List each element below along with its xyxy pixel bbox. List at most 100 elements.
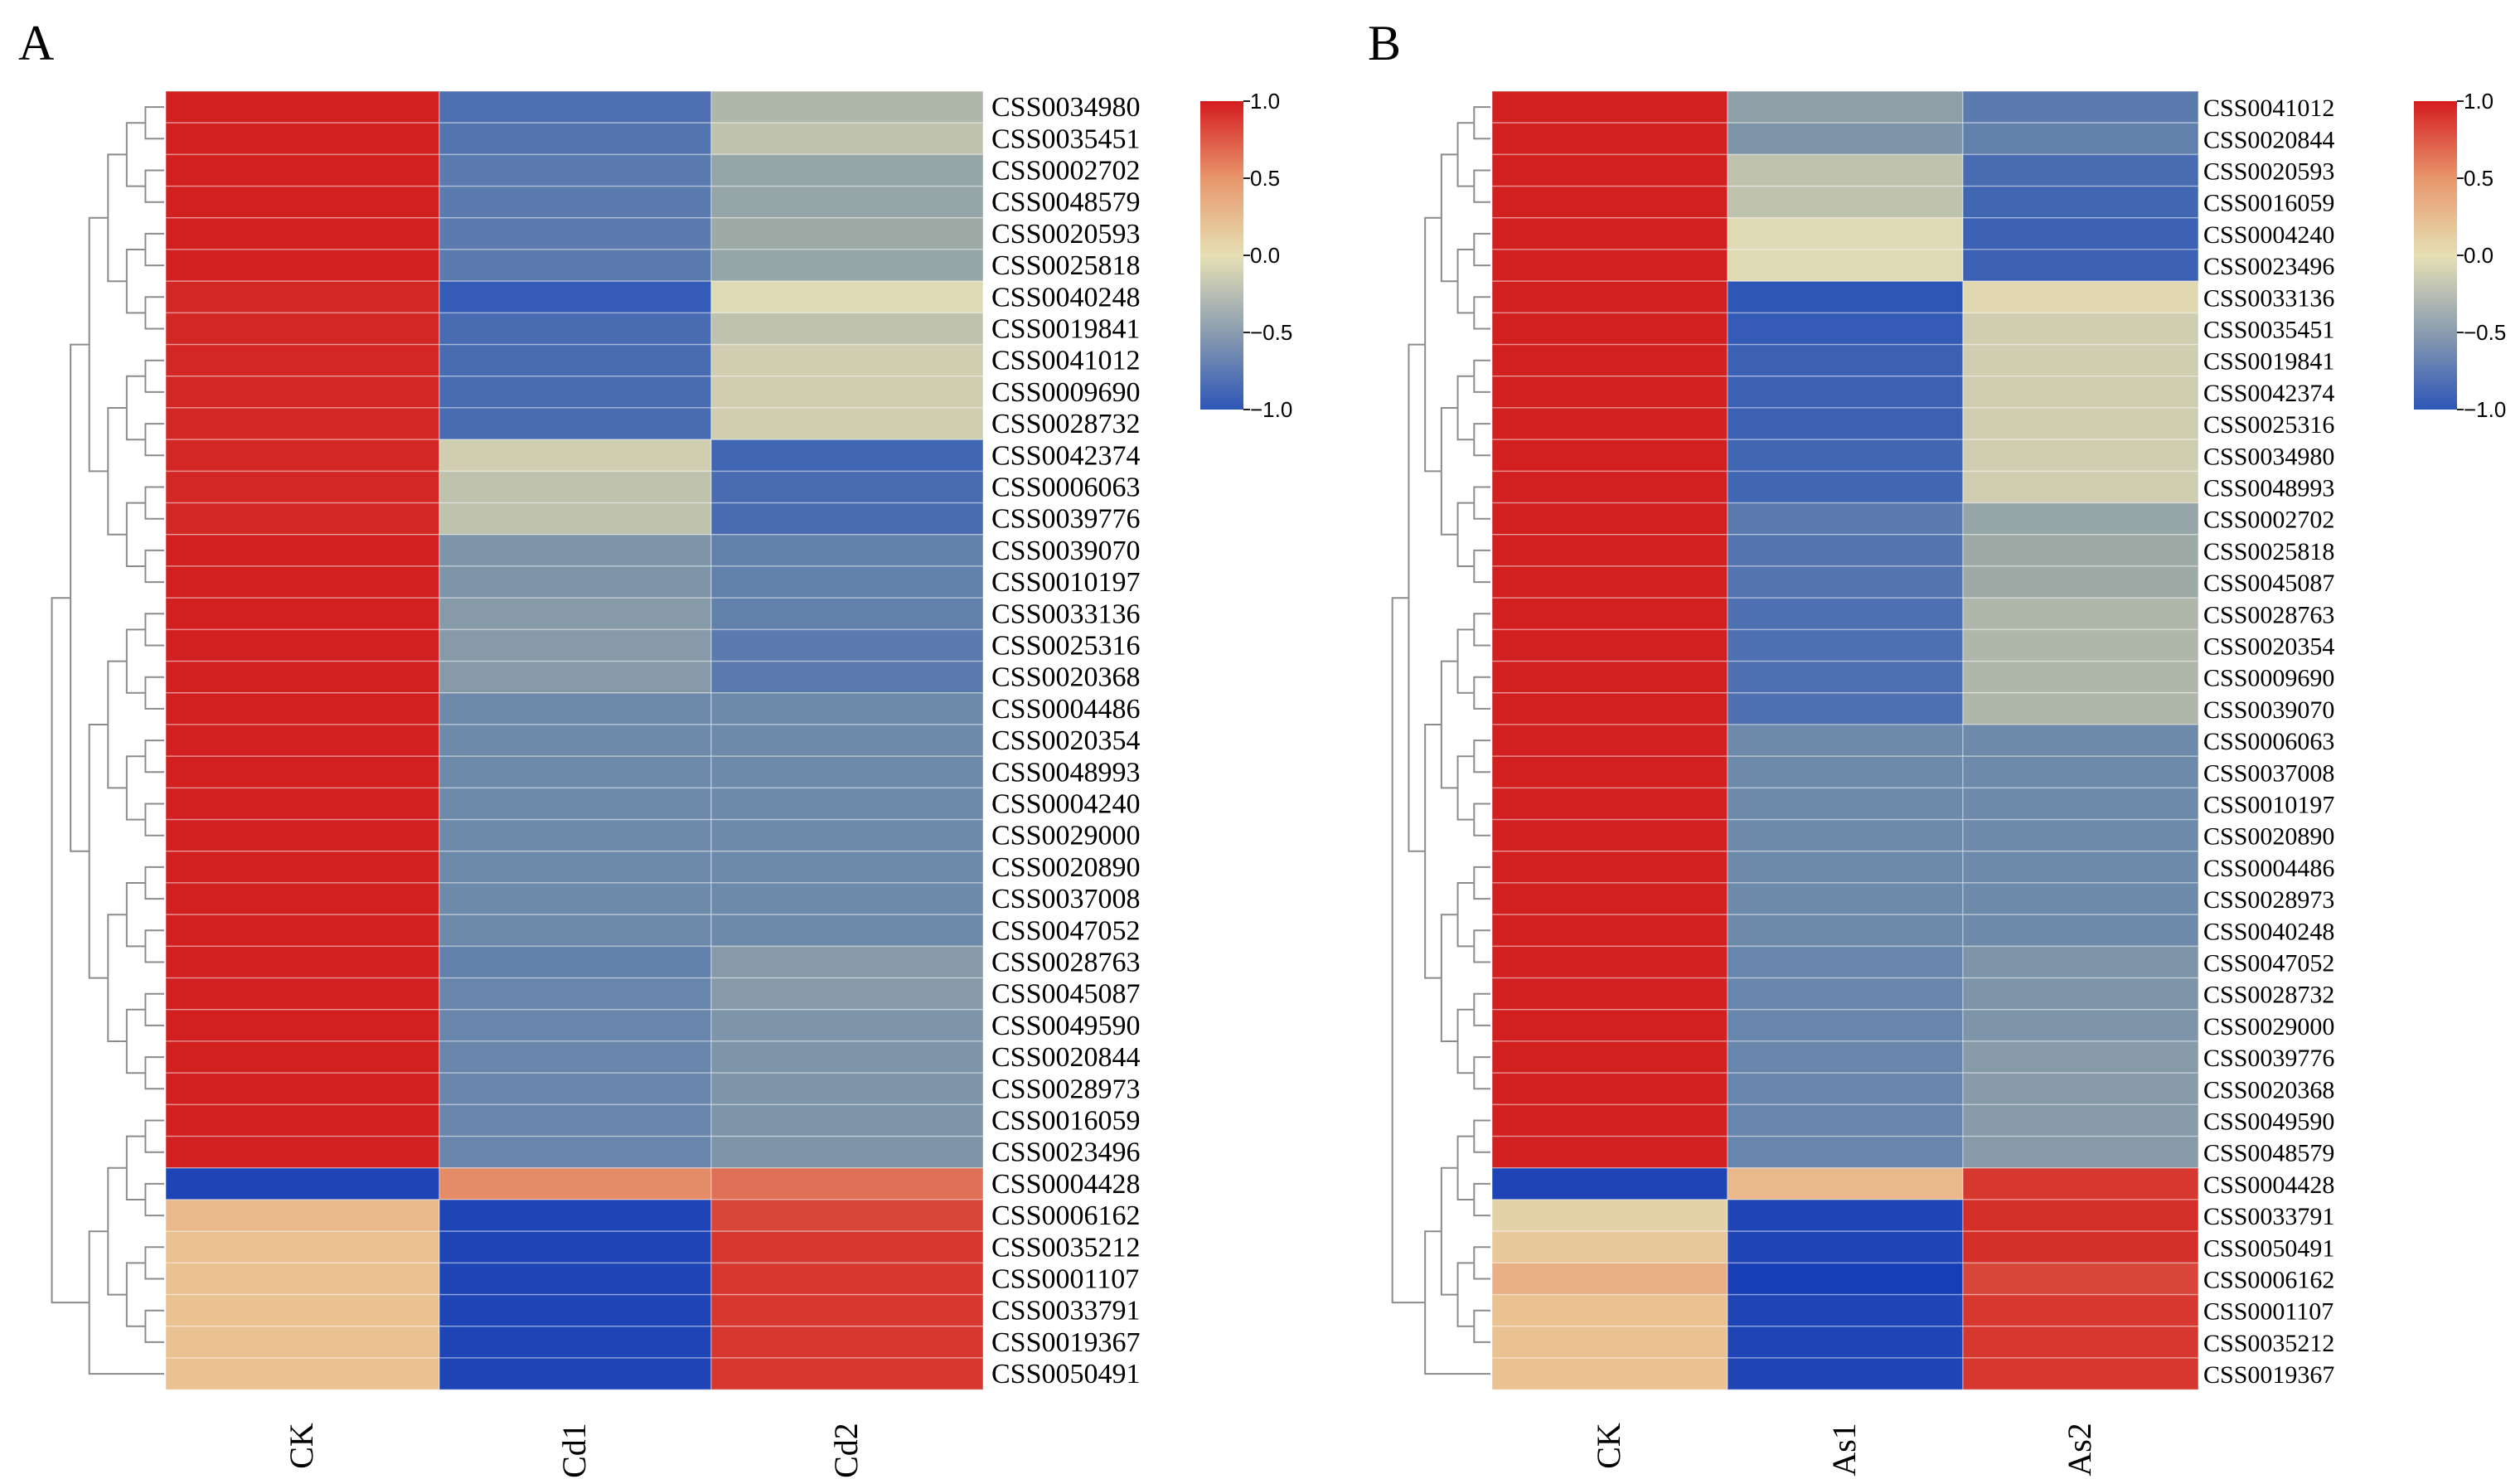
- row-label: CSS0047052: [991, 915, 1141, 946]
- heatmap-cell: [1962, 534, 2199, 567]
- row-label: CSS0034980: [2203, 443, 2334, 470]
- dendrogram-branch: [1473, 1309, 1490, 1343]
- heatmap-cell: [1962, 1072, 2199, 1106]
- heatmap-cell: [1962, 280, 2199, 314]
- heatmap-cell: [439, 692, 712, 725]
- heatmap-cell: [1491, 724, 1728, 757]
- heatmap-cell: [1962, 851, 2199, 884]
- row-label: CSS0020593: [2203, 158, 2334, 186]
- heatmap-cell: [1491, 787, 1728, 821]
- dendrogram-branch: [1391, 597, 1426, 1304]
- row-label: CSS0004240: [2203, 221, 2334, 249]
- dendrogram-branch: [144, 1246, 164, 1280]
- row-label: CSS0006162: [991, 1200, 1141, 1231]
- dendrogram-branch: [51, 597, 90, 1304]
- heatmap-cell: [710, 1230, 984, 1264]
- heatmap-cell: [439, 818, 712, 852]
- dendrogram-branch: [1473, 929, 1490, 963]
- dendrogram-branch: [1473, 169, 1490, 203]
- colorbar-tick-label: −0.5: [1250, 320, 1292, 345]
- heatmap-cell: [165, 1357, 440, 1390]
- heatmap-cell: [165, 597, 440, 631]
- heatmap-cell: [165, 249, 440, 282]
- heatmap-cell: [1491, 1262, 1728, 1296]
- row-label: CSS0009690: [991, 377, 1141, 408]
- dendrogram-branch: [107, 660, 127, 789]
- dendrogram-branch: [1440, 153, 1458, 283]
- heatmap-cell: [710, 312, 984, 346]
- heatmap-cell: [1962, 1262, 2199, 1296]
- heatmap-cell: [1491, 470, 1728, 504]
- heatmap-cell: [1491, 534, 1728, 567]
- dendrogram-branch: [1473, 486, 1490, 520]
- dendrogram-branch: [1473, 676, 1490, 710]
- heatmap-cell: [165, 1009, 440, 1042]
- row-label: CSS0029000: [2203, 1013, 2334, 1040]
- heatmap-cell: [1491, 1040, 1728, 1074]
- heatmap-cell: [1491, 122, 1728, 156]
- dendrogram-branch: [1473, 866, 1490, 900]
- dendrogram-branch: [144, 740, 164, 774]
- row-label: CSS0019841: [2203, 348, 2334, 376]
- heatmap-cell: [1727, 1293, 1964, 1327]
- heatmap-cell: [710, 217, 984, 250]
- colorbar-tick-label: 0.0: [2464, 243, 2493, 268]
- heatmap-cell: [1727, 1009, 1964, 1042]
- row-label: CSS0016059: [991, 1106, 1141, 1137]
- colorbar-tick-label: −1.0: [2464, 397, 2506, 422]
- row-label: CSS0010197: [2203, 792, 2334, 819]
- heatmap-cell: [1491, 1357, 1728, 1390]
- heatmap-cell: [1491, 153, 1728, 187]
- heatmap-cell: [710, 1072, 984, 1106]
- row-label: CSS0001107: [2203, 1298, 2333, 1326]
- row-label: CSS0020890: [2203, 823, 2334, 851]
- heatmap-cell: [710, 122, 984, 156]
- heatmap-cell: [1962, 470, 2199, 504]
- heatmap-cell: [1491, 343, 1728, 377]
- heatmap-cell: [1962, 1199, 2199, 1232]
- heatmap-cell: [439, 1167, 712, 1200]
- heatmap-cell: [1727, 343, 1964, 377]
- row-label: CSS0020368: [991, 662, 1141, 693]
- heatmap-cell: [1962, 977, 2199, 1011]
- heatmap-cell: [1491, 1167, 1728, 1200]
- heatmap-cell: [1491, 945, 1728, 979]
- heatmap-cell: [1962, 90, 2199, 124]
- row-label: CSS0033136: [991, 599, 1141, 629]
- heatmap-cell: [439, 312, 712, 346]
- row-label: CSS0020844: [2203, 126, 2334, 153]
- heatmap-cell: [1727, 755, 1964, 789]
- dendrogram-branch: [144, 169, 164, 203]
- heatmap-cell: [439, 1009, 712, 1042]
- heatmap-cell: [1491, 851, 1728, 884]
- dendrogram-branch: [1456, 375, 1475, 441]
- panel-label: A: [18, 16, 54, 70]
- row-label: CSS0006162: [2203, 1267, 2334, 1294]
- heatmap-cell: [1962, 1230, 2199, 1264]
- colorbar-tick-label: 1.0: [2464, 89, 2493, 114]
- dendrogram-branch: [1456, 882, 1475, 948]
- heatmap-cell: [165, 724, 440, 757]
- heatmap-cell: [1962, 153, 2199, 187]
- dendrogram-branch: [125, 628, 146, 694]
- dendrogram-branch: [144, 929, 164, 963]
- dendrogram-branch: [144, 359, 164, 393]
- heatmap-cell: [439, 1040, 712, 1074]
- heatmap-cell: [439, 407, 712, 440]
- heatmap-cell: [710, 1357, 984, 1390]
- row-label: CSS0028763: [2203, 601, 2334, 628]
- heatmap-cell: [439, 977, 712, 1011]
- dendrogram-branch: [125, 1262, 146, 1327]
- heatmap-cell: [1491, 249, 1728, 282]
- heatmap-cell: [710, 185, 984, 219]
- row-label: CSS0028973: [2203, 886, 2334, 914]
- heatmap-cell: [165, 90, 440, 124]
- heatmap-cell: [1491, 882, 1728, 915]
- heatmap-cell: [710, 343, 984, 377]
- heatmap-cell: [439, 376, 712, 409]
- heatmap-cell: [439, 1262, 712, 1296]
- heatmap-cell: [710, 1199, 984, 1232]
- heatmap-cell: [1491, 977, 1728, 1011]
- heatmap-cell: [1962, 1040, 2199, 1074]
- heatmap-cell: [1962, 502, 2199, 536]
